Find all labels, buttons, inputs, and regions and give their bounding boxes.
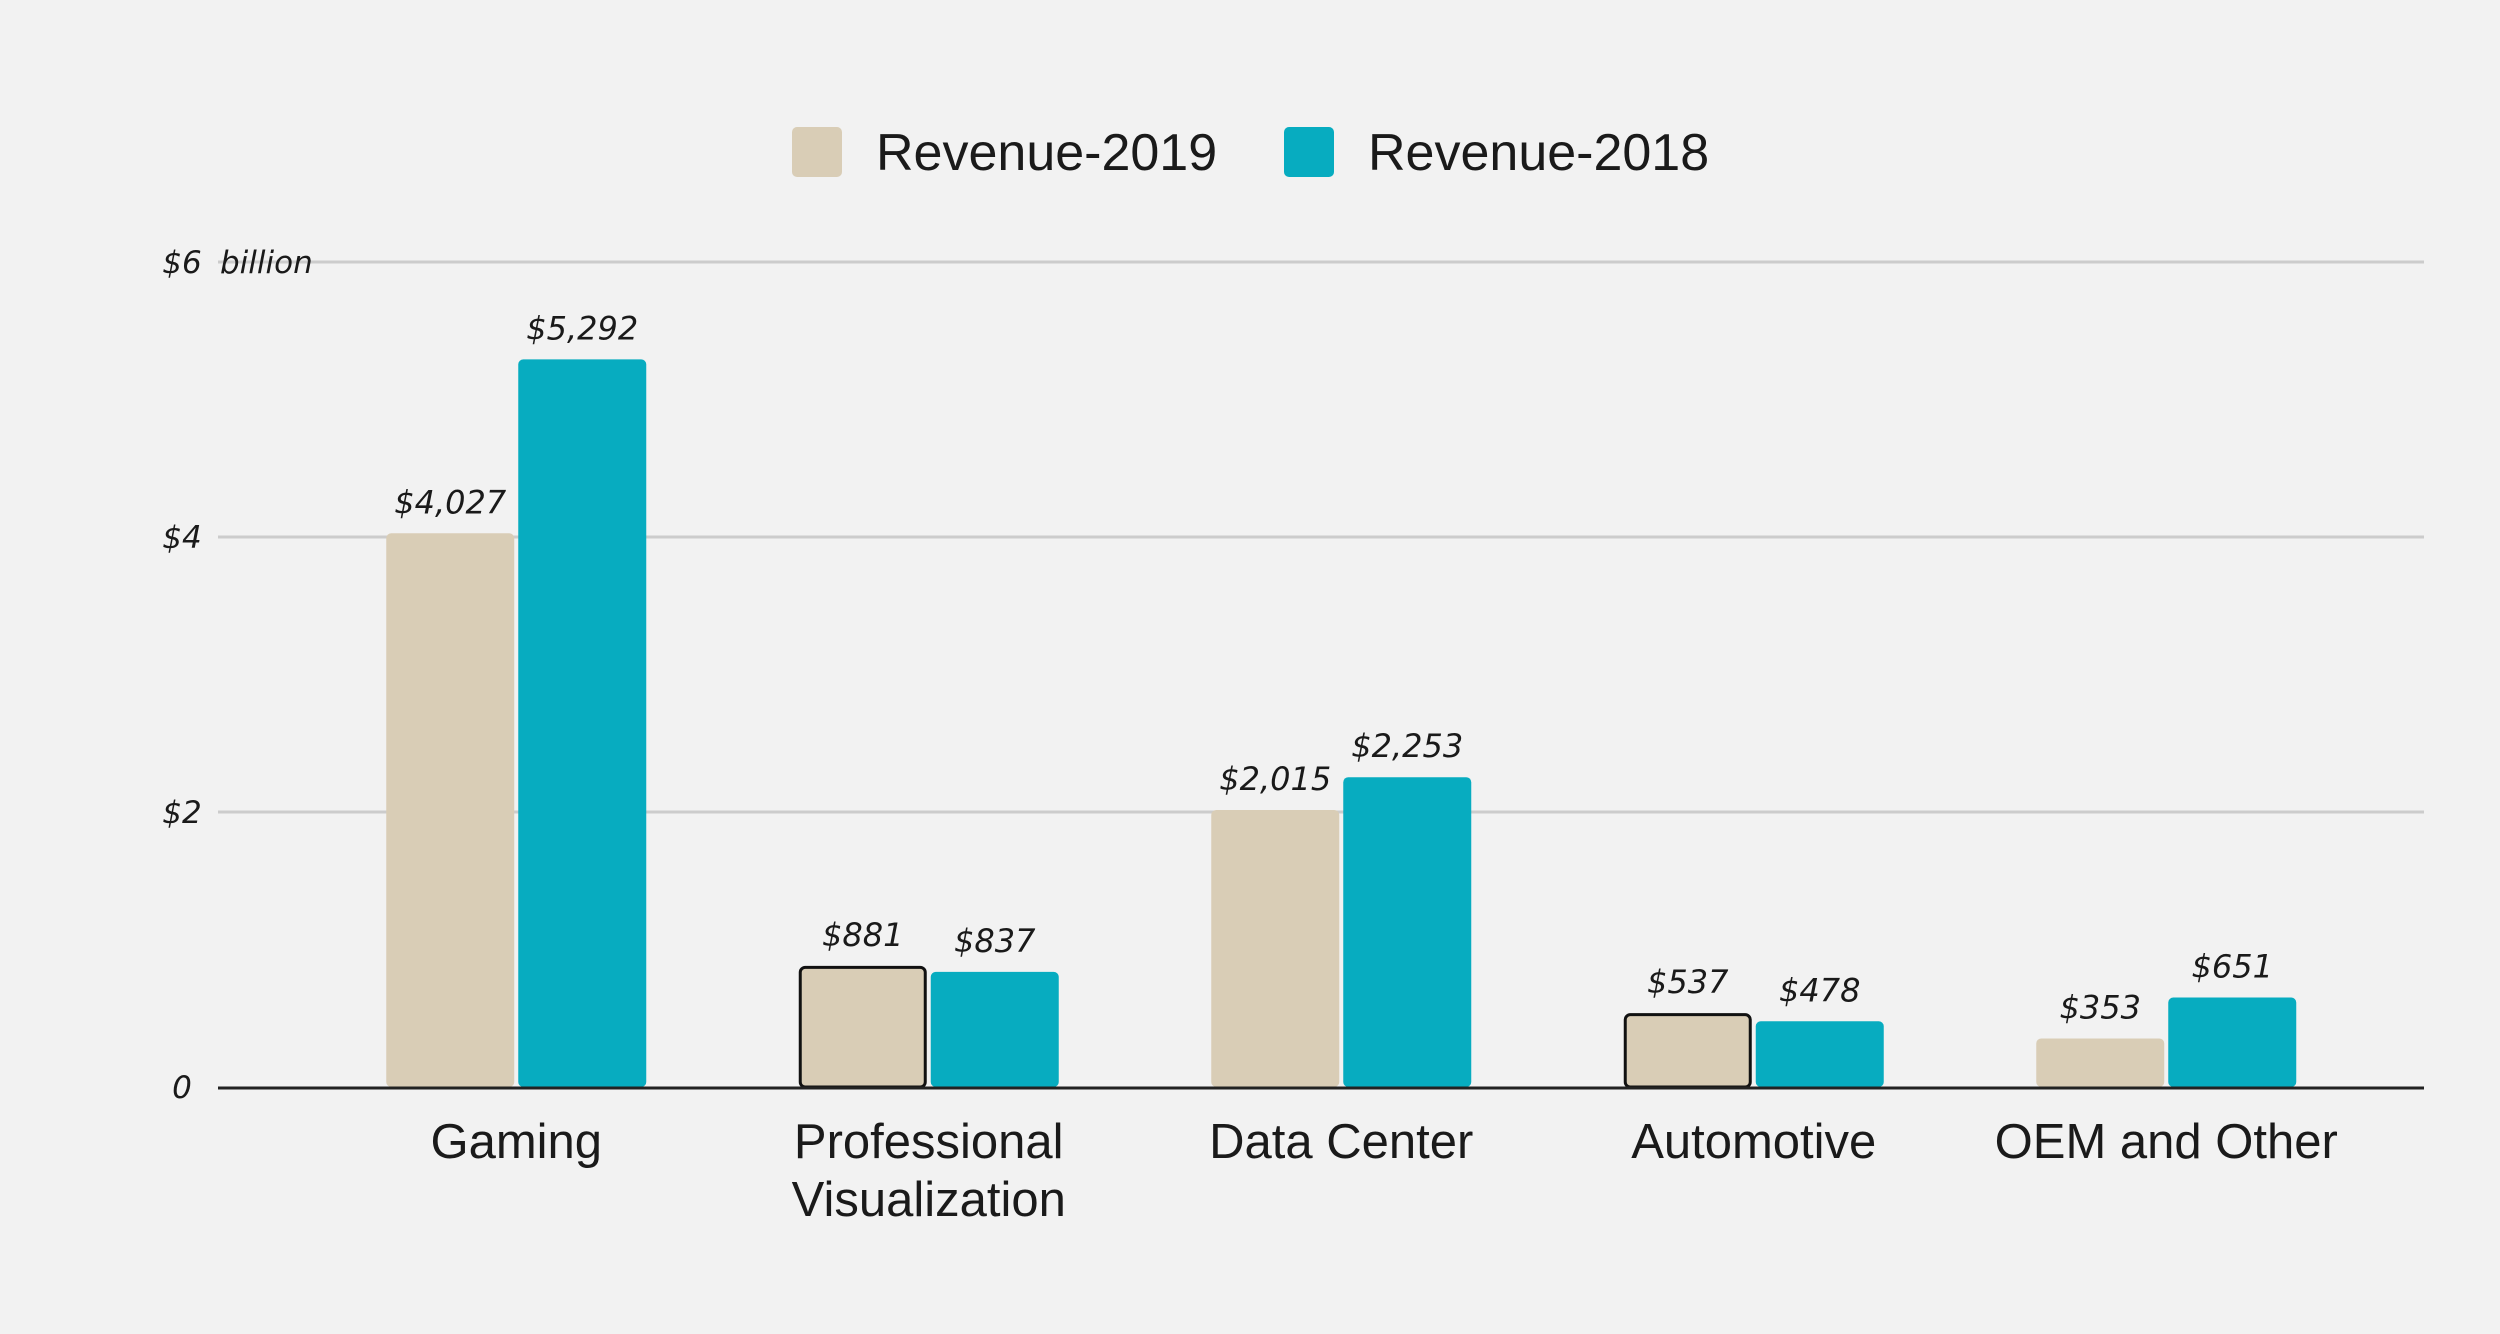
y-tick-label: 0 — [172, 1070, 192, 1106]
legend: Revenue-2019 Revenue-2018 — [792, 124, 1709, 182]
bars — [386, 359, 2297, 1089]
y-unit-label: billion — [220, 245, 313, 281]
legend-swatch — [1284, 127, 1334, 177]
category-label: Data Center — [1209, 1115, 1473, 1169]
bar-revenue-2019 — [798, 965, 927, 1089]
y-tick-label: $4 — [162, 520, 201, 556]
data-label: $651 — [2192, 947, 2273, 985]
category-label: Professional Visualization — [792, 1115, 1066, 1227]
bar-revenue-2018 — [1755, 1021, 1884, 1087]
data-label: $881 — [822, 916, 903, 954]
bar-revenue-2019 — [1211, 809, 1340, 1087]
data-label: $5,292 — [526, 309, 638, 347]
y-tick-label: $6 — [162, 245, 201, 281]
x-axis: Gaming Professional Visualization Data Cent… — [218, 1086, 2424, 1227]
bar-revenue-2019 — [1623, 1013, 1752, 1089]
data-label: $837 — [954, 922, 1036, 960]
category-label-line: Data Center — [1209, 1115, 1473, 1169]
data-label: $478 — [1779, 971, 1860, 1009]
data-label: $4,027 — [394, 483, 507, 521]
bar-revenue-2019 — [386, 533, 515, 1087]
bar-revenue-2018 — [930, 971, 1059, 1087]
data-label: $537 — [1647, 963, 1729, 1001]
category-label-line: Automotive — [1631, 1115, 1876, 1169]
data-labels: $4,027 $5,292 $881 $837 $2,015 $2,253 $537 $478… — [394, 309, 2273, 1026]
data-label: $353 — [2060, 988, 2141, 1026]
legend-label: Revenue-2019 — [876, 124, 1217, 182]
data-label: $2,253 — [1351, 727, 1463, 765]
y-axis: 0 $2 $4 $6 billion — [162, 245, 312, 1106]
category-label-line: Visualization — [792, 1173, 1066, 1227]
bar-revenue-2019 — [2036, 1038, 2165, 1087]
y-tick-label: $2 — [162, 795, 201, 831]
category-label-line: Professional — [794, 1115, 1064, 1169]
category-label-line: Gaming — [430, 1115, 602, 1169]
bar-revenue-2018 — [2168, 997, 2297, 1087]
category-label: OEM and Other — [1995, 1115, 2338, 1169]
legend-swatch — [792, 127, 842, 177]
category-label: Gaming — [430, 1115, 602, 1169]
bar-revenue-2018 — [1343, 777, 1472, 1087]
legend-label: Revenue-2018 — [1368, 124, 1709, 182]
data-label: $2,015 — [1219, 760, 1331, 798]
bar-revenue-2018 — [518, 359, 647, 1088]
category-label: Automotive — [1631, 1115, 1876, 1169]
category-label-line: OEM and Other — [1995, 1115, 2338, 1169]
